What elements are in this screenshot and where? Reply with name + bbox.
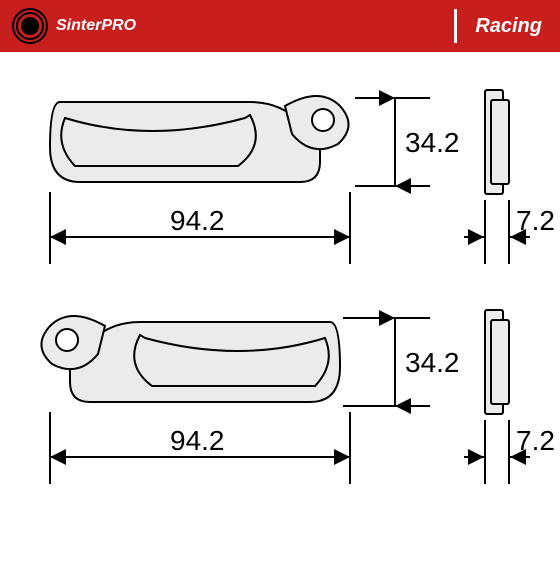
dim-thick-top: 7.2 xyxy=(516,205,555,236)
dim-height-bottom: 34.2 xyxy=(405,347,460,378)
header-title: SinterPRO xyxy=(56,17,136,35)
header-right-label: Racing xyxy=(475,15,542,38)
dim-thick-bottom: 7.2 xyxy=(516,425,555,456)
brake-pad-bottom xyxy=(41,316,340,402)
header-right: Racing xyxy=(454,9,542,43)
header-bar: SinterPRO Racing xyxy=(0,0,560,52)
dim-width-bottom: 94.2 xyxy=(170,425,225,456)
header-left: SinterPRO xyxy=(12,8,136,44)
side-profile-top xyxy=(485,90,509,194)
brake-pad-top xyxy=(50,96,349,182)
dim-height-top: 34.2 xyxy=(405,127,460,158)
diagram-canvas: 34.2 94.2 7.2 34.2 94.2 7.2 xyxy=(0,52,560,560)
brand-logo-icon xyxy=(12,8,48,44)
dim-width-top: 94.2 xyxy=(170,205,225,236)
header-separator xyxy=(454,9,457,43)
side-profile-bottom xyxy=(485,310,509,414)
